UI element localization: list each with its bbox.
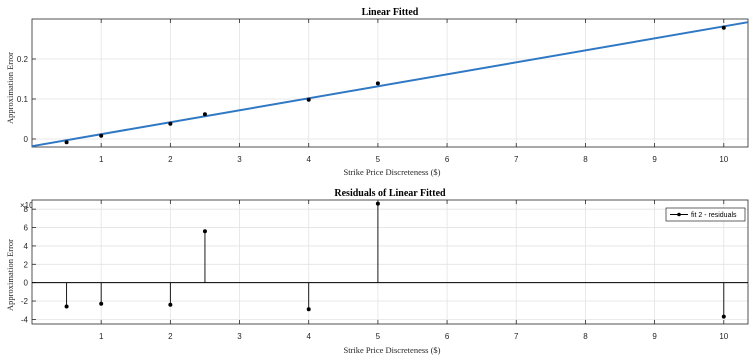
residuals-x-tick-label: 8 bbox=[583, 332, 588, 341]
data-point bbox=[64, 140, 69, 145]
residuals-x-tick-label: 9 bbox=[652, 332, 657, 341]
residual-marker bbox=[721, 314, 726, 319]
fitted-x-tick-label: 5 bbox=[376, 155, 381, 164]
residuals-y-tick-label: -2 bbox=[21, 297, 29, 306]
fitted-chart-title: Linear Fitted bbox=[362, 7, 419, 18]
fitted-chart-panel: Linear Fitted Strike Price Discreteness … bbox=[5, 7, 749, 177]
residuals-axes-box bbox=[31, 199, 749, 325]
residual-marker bbox=[168, 302, 173, 307]
fitted-axes-box bbox=[31, 18, 749, 148]
fitted-x-tick-label: 10 bbox=[719, 155, 728, 164]
residual-marker bbox=[64, 304, 69, 309]
residuals-chart-panel: Residuals of Linear Fitted Strike Price … bbox=[5, 188, 749, 355]
residuals-plot-area bbox=[32, 200, 748, 324]
data-point bbox=[99, 133, 104, 138]
residuals-x-tick-label: 1 bbox=[99, 332, 104, 341]
residuals-x-tick-label: 6 bbox=[445, 332, 450, 341]
fitted-chart-xlabel: Strike Price Discreteness ($) bbox=[343, 167, 440, 177]
fit-line bbox=[31, 21, 749, 148]
residual-marker bbox=[375, 201, 380, 206]
residuals-y-tick-label: 0 bbox=[24, 279, 29, 288]
legend-box bbox=[665, 207, 746, 222]
residuals-x-tick-label: 4 bbox=[306, 332, 311, 341]
fitted-x-tick-label: 9 bbox=[652, 155, 657, 164]
fitted-y-tick-label: 0 bbox=[24, 135, 29, 144]
residuals-y-exponent-label: ×10⁻³ bbox=[20, 201, 41, 210]
fitted-y-tick-label: 0.1 bbox=[17, 95, 29, 104]
data-point bbox=[202, 112, 207, 117]
data-point bbox=[306, 97, 311, 102]
fitted-x-tick-label: 2 bbox=[168, 155, 173, 164]
residuals-y-tick-label: -4 bbox=[21, 315, 29, 324]
residuals-chart-ylabel: Approximation Error bbox=[5, 239, 15, 311]
residuals-y-tick-label: 6 bbox=[24, 224, 29, 233]
residuals-x-tick-label: 7 bbox=[514, 332, 519, 341]
fitted-x-tick-label: 6 bbox=[445, 155, 450, 164]
fitted-x-tick-label: 7 bbox=[514, 155, 519, 164]
residuals-y-tick-label: 8 bbox=[24, 205, 29, 214]
residuals-x-tick-label: 5 bbox=[376, 332, 381, 341]
fitted-x-tick-label: 1 bbox=[99, 155, 104, 164]
residual-marker bbox=[306, 307, 311, 312]
data-point bbox=[168, 121, 173, 126]
fitted-y-tick-label: 0.2 bbox=[17, 55, 29, 64]
residuals-legend: fit 2 - residuals bbox=[665, 207, 746, 222]
data-point bbox=[721, 25, 726, 30]
legend-marker-swatch bbox=[677, 212, 681, 217]
data-point bbox=[375, 81, 380, 86]
residuals-x-tick-label: 2 bbox=[168, 332, 173, 341]
residuals-x-tick-label: 3 bbox=[237, 332, 242, 341]
fitted-x-tick-label: 8 bbox=[583, 155, 588, 164]
residual-marker bbox=[202, 229, 207, 234]
residual-marker bbox=[99, 301, 104, 306]
residuals-y-tick-label: 4 bbox=[24, 242, 29, 251]
residuals-chart-title: Residuals of Linear Fitted bbox=[334, 188, 446, 199]
legend-entry-label: fit 2 - residuals bbox=[691, 212, 737, 219]
residuals-x-tick-label: 10 bbox=[719, 332, 728, 341]
residuals-y-tick-label: 2 bbox=[24, 260, 29, 269]
fitted-chart-ylabel: Approximation Error bbox=[5, 52, 15, 124]
fitted-x-tick-label: 3 bbox=[237, 155, 242, 164]
fitted-x-tick-label: 4 bbox=[306, 155, 311, 164]
residuals-chart-xlabel: Strike Price Discreteness ($) bbox=[343, 345, 440, 355]
